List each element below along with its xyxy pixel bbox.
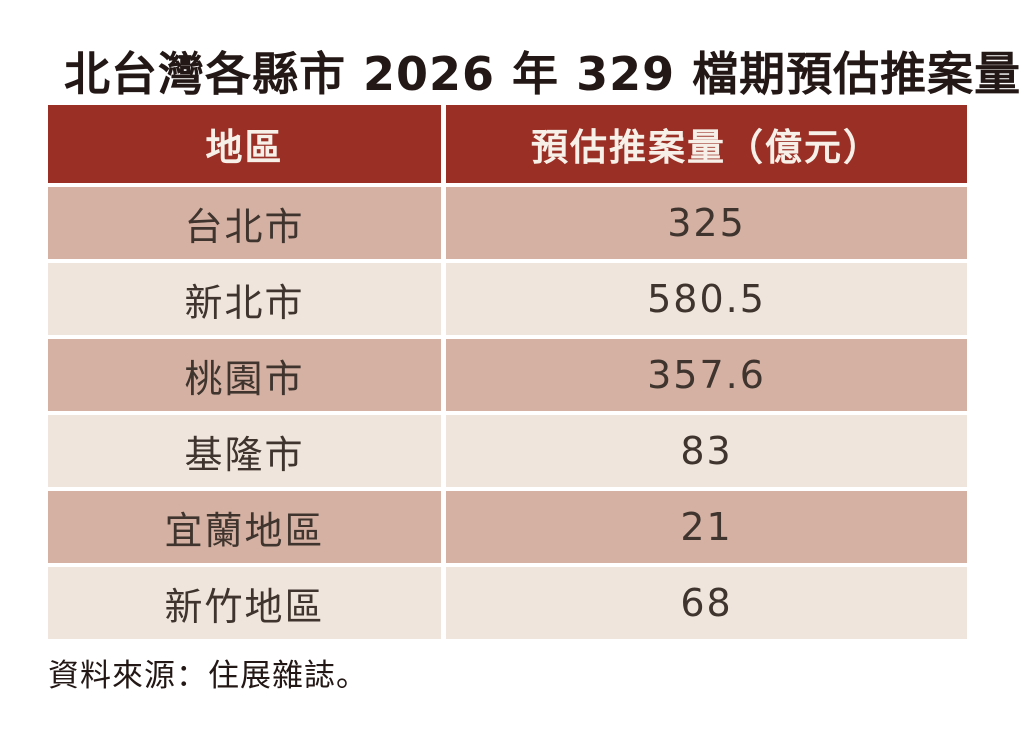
region-cell: 新北市 (48, 263, 441, 335)
table-row: 基隆市 83 (48, 415, 967, 487)
table-header-row: 地區 預估推案量（億元） (48, 105, 967, 183)
region-cell: 宜蘭地區 (48, 491, 441, 563)
region-cell: 台北市 (48, 187, 441, 259)
region-cell: 新竹地區 (48, 567, 441, 639)
value-cell: 325 (446, 187, 967, 259)
table-row: 桃園市 357.6 (48, 339, 967, 411)
table-row: 宜蘭地區 21 (48, 491, 967, 563)
region-cell: 基隆市 (48, 415, 441, 487)
value-cell: 68 (446, 567, 967, 639)
page-title: 北台灣各縣市 2026 年 329 檔期預估推案量 (64, 47, 1022, 101)
region-cell: 桃園市 (48, 339, 441, 411)
value-cell: 357.6 (446, 339, 967, 411)
header-cell-region: 地區 (48, 105, 441, 183)
data-table: 地區 預估推案量（億元） 台北市 325 新北市 580.5 桃園市 357.6… (48, 105, 967, 639)
table-row: 新北市 580.5 (48, 263, 967, 335)
value-cell: 580.5 (446, 263, 967, 335)
value-cell: 83 (446, 415, 967, 487)
table-row: 台北市 325 (48, 187, 967, 259)
value-cell: 21 (446, 491, 967, 563)
table-row: 新竹地區 68 (48, 567, 967, 639)
header-cell-value: 預估推案量（億元） (446, 105, 967, 183)
source-note: 資料來源：住展雜誌。 (48, 658, 368, 694)
